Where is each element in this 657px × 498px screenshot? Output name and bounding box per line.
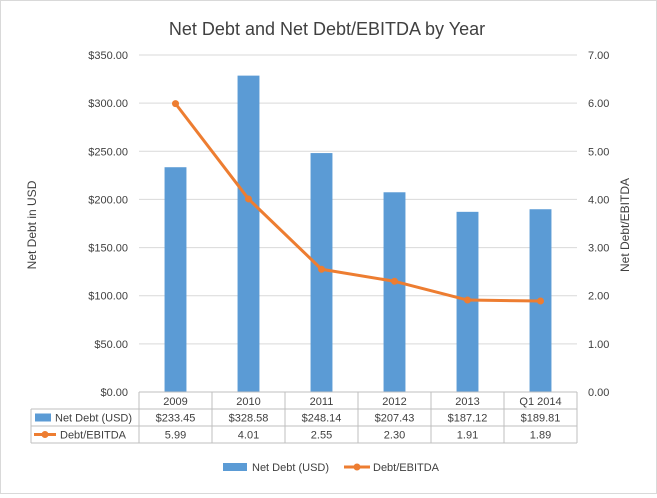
data-label: $207.43 [375,413,415,425]
bar-series [164,75,552,393]
x-tick-label: 2010 [236,396,260,408]
y-right-tick-label: 1.00 [588,339,609,351]
y-left-tick-label: $300.00 [88,98,128,110]
line-point [172,100,179,108]
data-label: 2.55 [311,430,332,442]
data-table: 2009 2010 2011 2012 2013 Q1 2014 Net Debt (USD… [30,391,578,444]
legend-item: Debt/EBITDA [373,462,440,474]
legend-line-swatch-marker [353,463,361,471]
line-point [318,265,325,273]
y-right-tick-label: 2.00 [588,291,609,303]
y-left-tick-label: $50.00 [94,339,128,351]
y-right-tick-label: 5.00 [588,146,609,158]
line-point [391,277,398,285]
x-tick-label: 2009 [163,396,187,408]
legend-item: Net Debt (USD) [252,462,329,474]
legend-bar-swatch [223,463,247,471]
data-label: 2.30 [384,430,405,442]
x-tick-label: 2011 [310,396,334,408]
line-point [537,297,544,305]
data-label: $233.45 [156,413,196,425]
y-right-tick-label: 4.00 [588,194,609,206]
y-right-tick-label: 0.00 [588,387,609,399]
line-series-path [174,102,541,303]
table-line-swatch-marker [41,431,49,438]
y-left-tick-label: $200.00 [88,194,128,206]
y-left-tick-label: $100.00 [88,291,128,303]
y-right-tick-label: 3.00 [588,243,609,255]
x-tick-label: 2013 [455,396,479,408]
data-label: $328.58 [229,413,269,425]
table-bar-swatch [35,413,51,422]
data-label: 1.91 [457,430,478,442]
y-left-tick-label: $150.00 [88,243,128,255]
axes: $0.00 $50.00 $100.00 $150.00 $200.00 $250.00 $… [88,50,609,399]
y-left-tick-label: $0.00 [100,387,128,399]
y-left-axis-label: Net Debt in USD [25,180,39,269]
y-left-tick-label: $250.00 [88,146,128,158]
line-point [245,195,252,203]
bar [164,167,187,392]
bar [383,192,406,392]
table-series-name: Net Debt (USD) [55,413,132,425]
legend: Net Debt (USD) Debt/EBITDA [223,462,440,474]
y-right-axis-label: Net Debt/EBITDA [618,178,632,272]
table-series-name: Debt/EBITDA [60,430,127,442]
chart-title: Net Debt and Net Debt/EBITDA by Year [169,19,485,39]
x-tick-label: Q1 2014 [519,396,561,408]
x-tick-label: 2012 [382,396,406,408]
data-label: 1.89 [530,430,551,442]
data-label: $248.14 [302,413,342,425]
data-label: 4.01 [238,430,259,442]
y-left-tick-label: $350.00 [88,50,128,62]
line-point [464,296,471,304]
line-series [172,100,544,305]
data-label: $189.81 [521,413,561,425]
y-right-tick-label: 6.00 [588,98,609,110]
data-label: 5.99 [165,430,186,442]
y-right-tick-label: 7.00 [588,50,609,62]
data-label: $187.12 [448,413,488,425]
bar [237,75,260,393]
